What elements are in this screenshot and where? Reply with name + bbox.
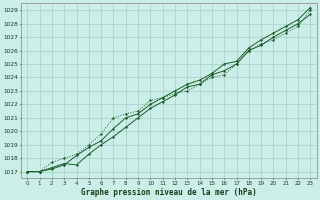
X-axis label: Graphe pression niveau de la mer (hPa): Graphe pression niveau de la mer (hPa) bbox=[81, 188, 257, 197]
